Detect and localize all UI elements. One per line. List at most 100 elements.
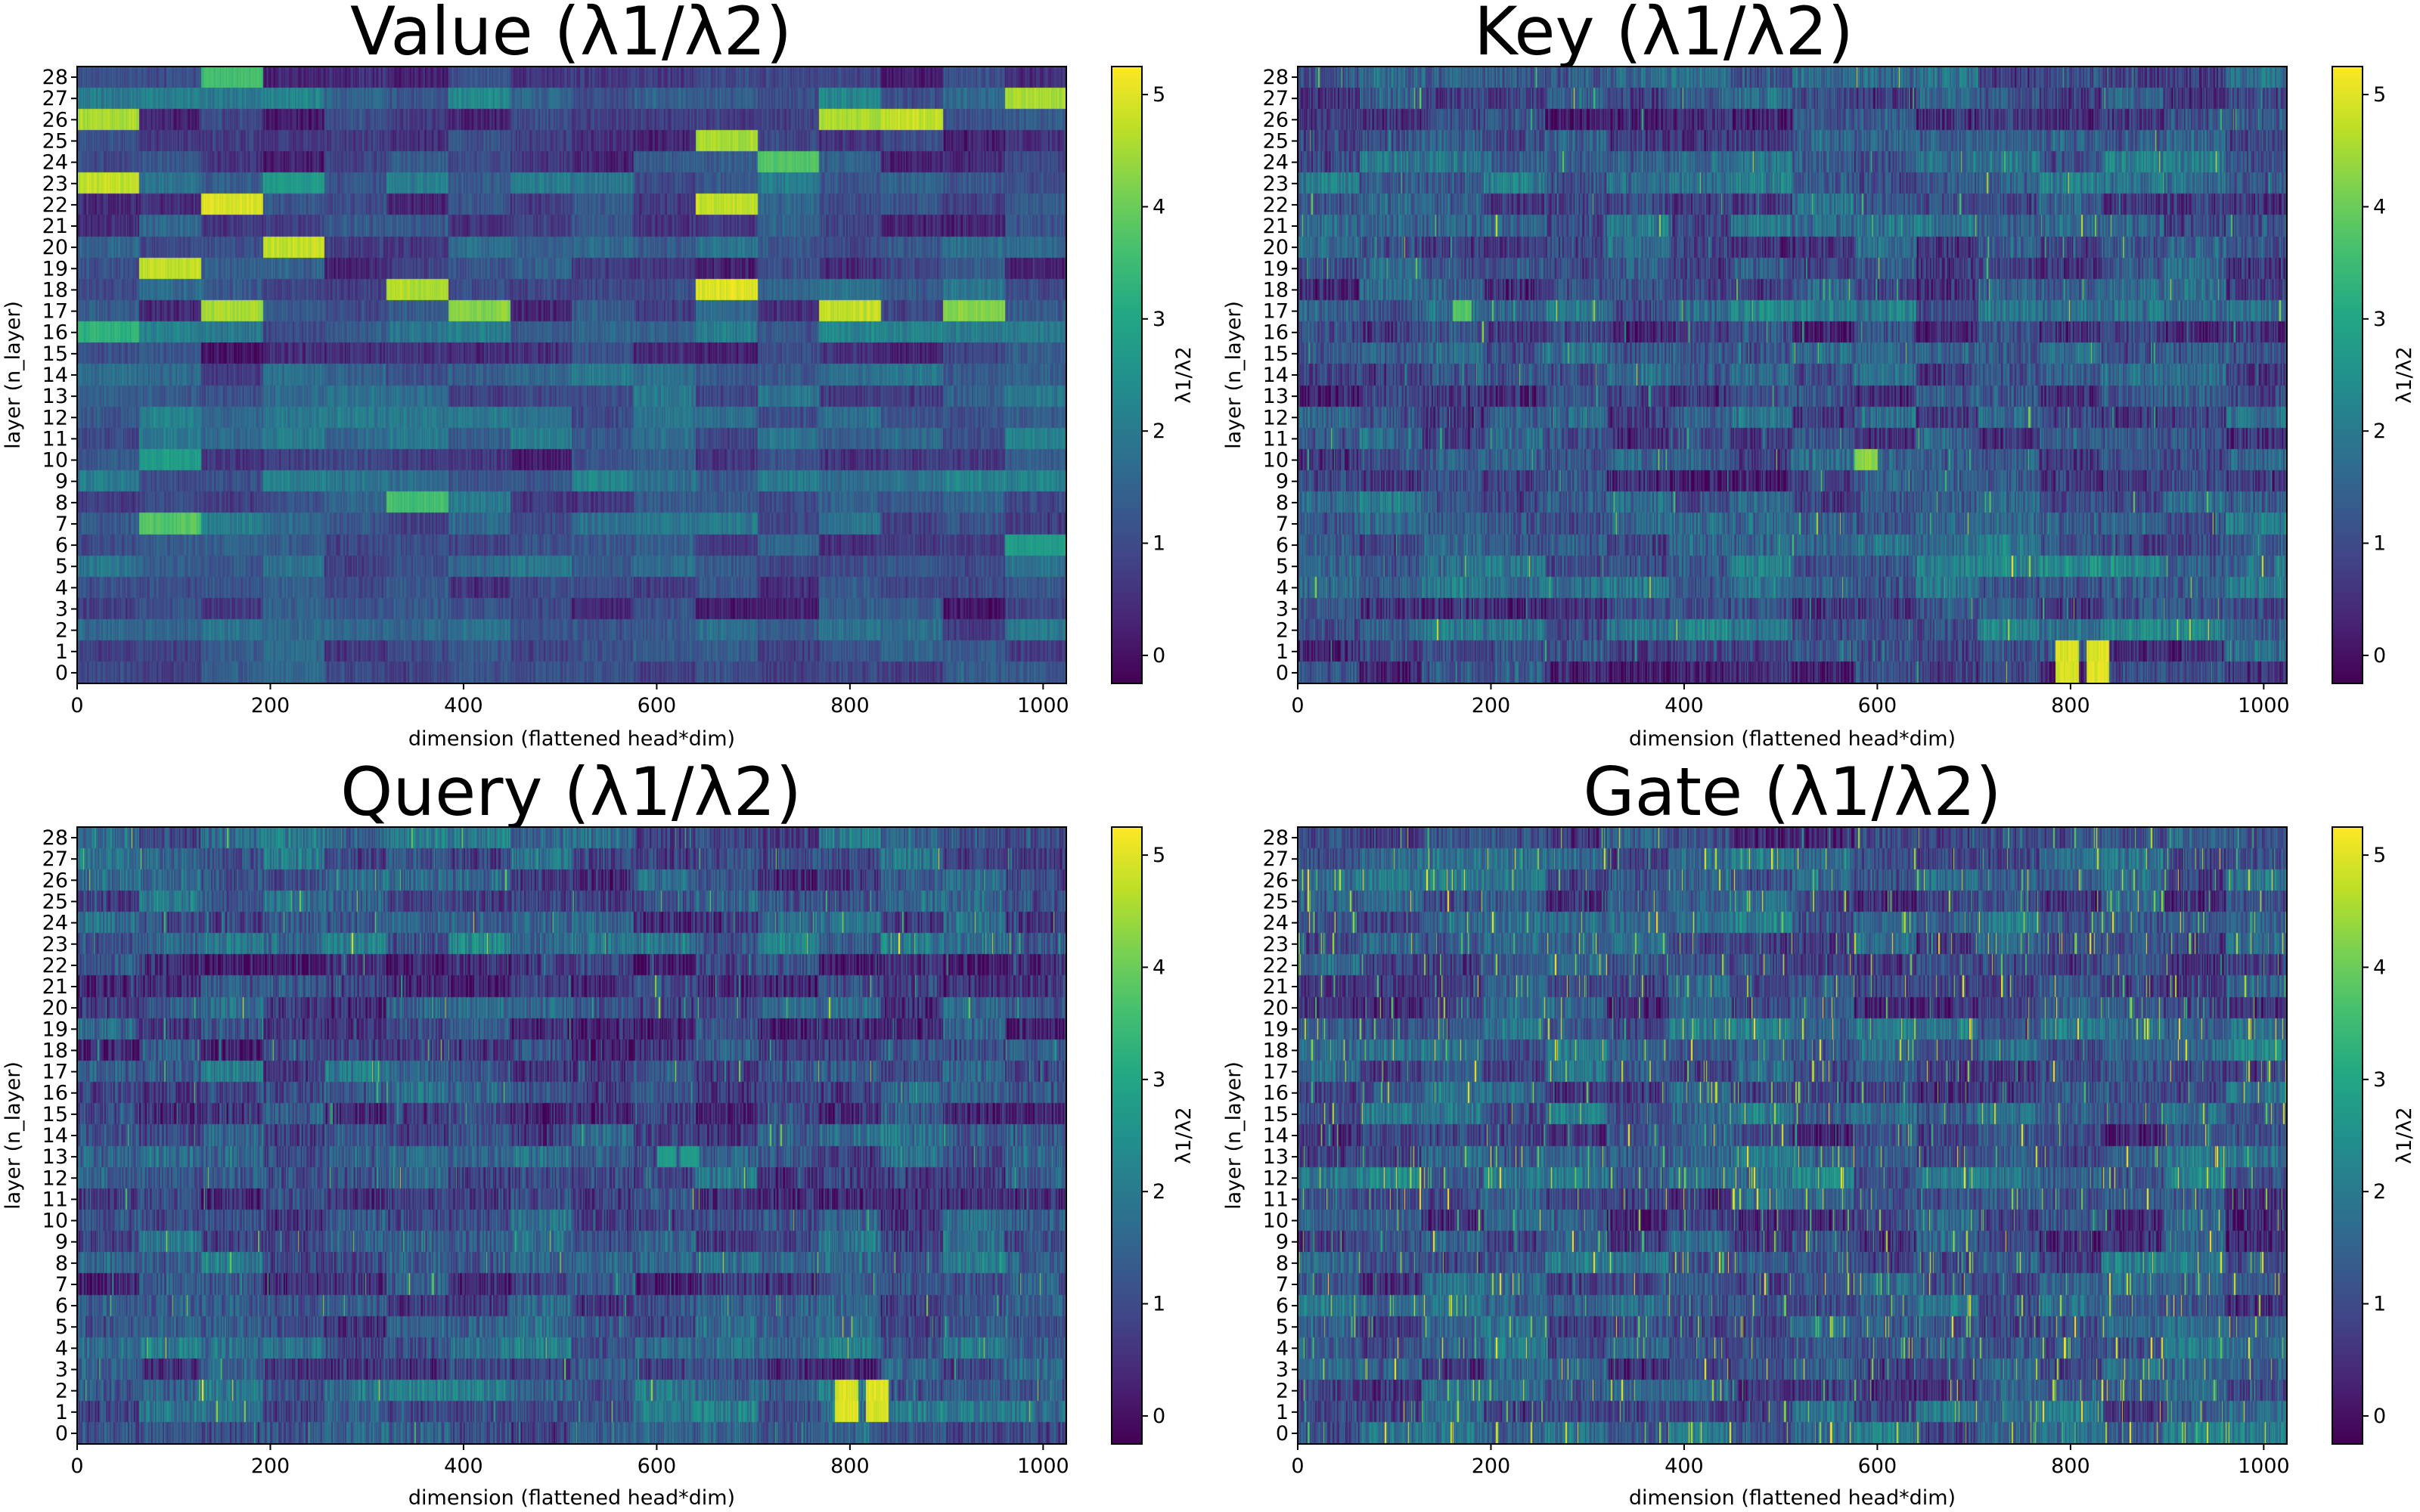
y-tick-label: 4 (1276, 1337, 1289, 1360)
y-tick-label: 22 (42, 194, 68, 217)
colorbar-tick-label: 2 (1153, 1180, 1165, 1204)
colorbar-tick-label: 0 (1153, 1405, 1165, 1428)
y-tick-label: 4 (55, 576, 68, 600)
y-tick-label: 19 (42, 1018, 68, 1041)
y-tick-label: 6 (55, 1294, 68, 1318)
y-tick-label: 12 (1263, 1167, 1289, 1190)
y-tick-label: 19 (1263, 1018, 1289, 1041)
y-tick-label: 8 (1276, 1252, 1289, 1275)
y-tick-label: 10 (42, 1210, 68, 1233)
y-tick-label: 27 (42, 847, 68, 871)
x-axis-label: dimension (flattened head*dim) (1629, 1486, 1956, 1510)
colorbar-ticks: 0 1 2 3 4 5 (2363, 83, 2386, 668)
y-tick-label: 28 (42, 66, 68, 89)
y-tick-label: 10 (1263, 1210, 1289, 1233)
colorbar-frame (2332, 66, 2363, 684)
x-tick-label: 400 (1665, 1455, 1704, 1478)
colorbar-image (2332, 67, 2363, 683)
x-tick-label: 200 (251, 1455, 290, 1478)
y-tick-label: 9 (55, 1231, 68, 1254)
y-tick-label: 11 (42, 427, 68, 451)
y-tick-label: 1 (1276, 1401, 1289, 1424)
colorbar-frame (2332, 826, 2363, 1445)
y-tick-label: 19 (1263, 257, 1289, 280)
y-tick-label: 14 (42, 364, 68, 387)
x-tick-label: 800 (2051, 694, 2090, 717)
x-tick-label: 200 (251, 694, 290, 717)
panel-title: Query (λ1/λ2) (340, 753, 802, 831)
y-tick-label: 2 (55, 1380, 68, 1403)
y-tick-label: 10 (1263, 449, 1289, 472)
colorbar-tick-label: 4 (2373, 956, 2386, 979)
colorbar-tick-label: 4 (1153, 195, 1165, 218)
x-ticks: 0 200 400 600 800 1000 (1291, 1444, 2290, 1478)
x-tick-label: 800 (830, 1455, 870, 1478)
y-tick-label: 9 (1276, 1231, 1289, 1254)
x-tick-label: 1000 (1017, 694, 1069, 717)
y-tick-label: 12 (1263, 406, 1289, 429)
y-tick-label: 6 (1276, 1294, 1289, 1318)
y-tick-label: 22 (1263, 194, 1289, 217)
x-tick-label: 800 (830, 694, 870, 717)
y-tick-label: 17 (42, 1061, 68, 1084)
y-tick-label: 4 (1276, 576, 1289, 600)
y-tick-label: 26 (42, 869, 68, 892)
y-tick-label: 24 (1263, 912, 1289, 935)
x-axis-label: dimension (flattened head*dim) (408, 727, 735, 751)
y-axis-label: layer (n_layer) (1222, 301, 1246, 449)
y-tick-label: 3 (55, 598, 68, 621)
y-tick-label: 20 (42, 236, 68, 259)
x-tick-label: 1000 (2238, 694, 2290, 717)
x-tick-label: 200 (1472, 1455, 1511, 1478)
colorbar-tick-label: 5 (2373, 83, 2386, 107)
y-tick-label: 26 (1263, 108, 1289, 132)
x-tick-label: 600 (638, 694, 677, 717)
colorbar-label: λ1/λ2 (2393, 346, 2416, 403)
colorbar-tick-label: 1 (1153, 1293, 1165, 1316)
y-tick-label: 9 (55, 470, 68, 494)
colorbar-tick-label: 3 (1153, 1068, 1165, 1092)
x-axis-label: dimension (flattened head*dim) (1629, 727, 1956, 751)
colorbar-tick-label: 3 (2373, 308, 2386, 331)
y-tick-label: 21 (42, 975, 68, 999)
y-tick-label: 23 (42, 172, 68, 196)
x-tick-label: 800 (2051, 1455, 2090, 1478)
x-tick-label: 0 (1291, 694, 1304, 717)
y-tick-label: 1 (55, 640, 68, 664)
x-ticks: 0 200 400 600 800 1000 (70, 683, 1069, 717)
y-tick-label: 18 (1263, 1039, 1289, 1062)
y-tick-label: 11 (1263, 427, 1289, 451)
y-tick-label: 6 (1276, 534, 1289, 557)
y-tick-label: 16 (42, 321, 68, 345)
y-tick-label: 17 (1263, 1061, 1289, 1084)
y-tick-label: 8 (1276, 491, 1289, 515)
x-ticks: 0 200 400 600 800 1000 (1291, 683, 2290, 717)
colorbar-tick-label: 2 (2373, 420, 2386, 443)
y-tick-label: 23 (42, 933, 68, 956)
y-tick-label: 13 (1263, 1145, 1289, 1169)
y-tick-label: 27 (1263, 847, 1289, 871)
colorbar-label: λ1/λ2 (1172, 346, 1196, 403)
y-tick-label: 26 (1263, 869, 1289, 892)
y-tick-label: 0 (55, 1422, 68, 1445)
colorbar-tick-label: 0 (1153, 644, 1165, 668)
colorbar-image (2332, 827, 2363, 1444)
colorbar-tick-label: 1 (1153, 532, 1165, 556)
y-tick-label: 13 (1263, 385, 1289, 408)
x-tick-label: 400 (444, 694, 483, 717)
colorbar-tick-label: 2 (2373, 1180, 2386, 1204)
y-tick-label: 3 (1276, 598, 1289, 621)
x-tick-label: 1000 (1017, 1455, 1069, 1478)
y-tick-label: 18 (42, 278, 68, 302)
colorbar-ticks: 0 1 2 3 4 5 (1142, 83, 1165, 668)
y-tick-label: 1 (55, 1401, 68, 1424)
y-tick-label: 26 (42, 108, 68, 132)
y-tick-label: 5 (1276, 555, 1289, 578)
heatmap-image (1298, 67, 2287, 683)
y-tick-label: 22 (1263, 954, 1289, 978)
y-tick-label: 21 (42, 215, 68, 238)
y-ticks: 0123456789101112131415161718192021222324… (1263, 826, 1298, 1445)
colorbar-tick-label: 3 (2373, 1068, 2386, 1092)
y-tick-label: 3 (55, 1359, 68, 1382)
x-tick-label: 0 (70, 1455, 83, 1478)
